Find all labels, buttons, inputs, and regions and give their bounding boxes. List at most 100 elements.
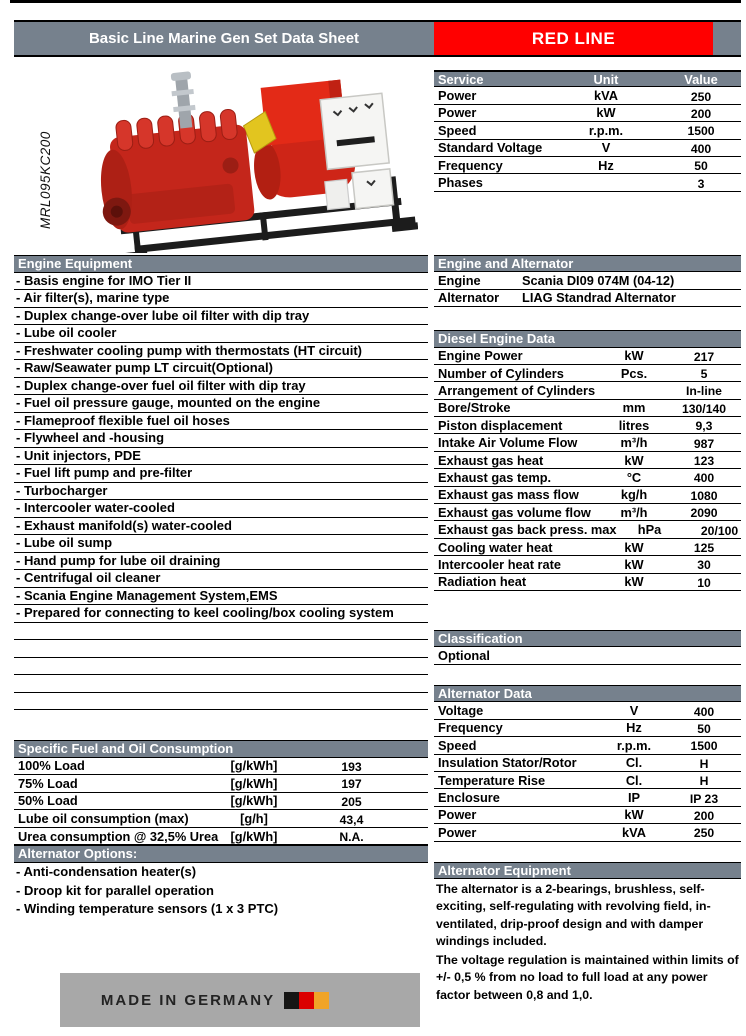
equipment-item: - Exhaust manifold(s) water-cooled <box>14 517 428 535</box>
equipment-item-text: - Lube oil sump <box>16 535 113 550</box>
equipment-item-text: - Intercooler water-cooled <box>16 500 175 515</box>
equipment-empty-row <box>14 675 428 693</box>
cell-unit: kVA <box>622 824 646 840</box>
cell-value: 987 <box>693 436 715 451</box>
cell-unit: [g/h] <box>240 811 268 827</box>
cell-label: Exhaust gas heat <box>438 452 544 468</box>
brand-badge: RED LINE <box>434 22 713 55</box>
cell-value: 50 <box>697 721 711 736</box>
alternator-data-row: Power kVA 250 <box>434 824 741 842</box>
cell-label: Radiation heat <box>438 574 527 590</box>
cell-value: 1500 <box>690 739 718 754</box>
cell-value: H <box>699 774 709 789</box>
equipment-item-text: - Exhaust manifold(s) water-cooled <box>16 517 232 533</box>
control-panel <box>319 92 395 211</box>
cell-label: Intercooler heat rate <box>438 556 562 572</box>
section-diesel-engine-data: Diesel Engine Data Engine Power kW 217 N… <box>434 330 741 591</box>
cell-label: Power <box>438 105 477 121</box>
alternator-data-row: Frequency Hz 50 <box>434 720 741 738</box>
cell-value: 3 <box>697 176 705 191</box>
service-row: Power kVA 250 <box>434 87 741 105</box>
equipment-item: - Centrifugal oil cleaner <box>14 570 428 588</box>
equipment-item-text: - Raw/Seawater pump LT circuit(Optional) <box>16 360 273 375</box>
equipment-item-text: - Air filter(s), marine type <box>16 290 170 305</box>
equipment-item-text: - Duplex change-over lube oil filter wit… <box>16 307 310 323</box>
cell-value: 1500 <box>687 124 715 139</box>
cell-value: 193 <box>341 759 362 774</box>
cell-unit: V <box>601 140 611 156</box>
alternator-data-row: Enclosure IP IP 23 <box>434 789 741 807</box>
equipment-item: - Scania Engine Management System,EMS <box>14 588 428 605</box>
cell-label: Temperature Rise <box>438 772 546 788</box>
cell-label: Engine Power <box>438 348 523 364</box>
cell-unit: Hz <box>626 720 642 736</box>
cell-value: 9,3 <box>695 419 713 434</box>
cell-unit: kVA <box>594 88 618 104</box>
cell-label: Exhaust gas mass flow <box>438 487 579 503</box>
cell-value: Scania DI09 074M (04-12) <box>522 272 675 288</box>
section-alternator-options: Alternator Options: - Anti-condensation … <box>14 845 428 918</box>
cell-unit: kg/h <box>620 487 648 503</box>
cell-unit: kW <box>624 539 644 555</box>
cell-unit: Hz <box>598 157 614 173</box>
section-alternator-data: Alternator Data Voltage V 400 Frequency … <box>434 684 741 842</box>
cell-label: Alternator <box>438 290 500 306</box>
diesel-data-row: Cooling water heat kW 125 <box>434 539 741 557</box>
cell-label: Standard Voltage <box>438 140 543 156</box>
cell-unit: kW <box>624 556 644 572</box>
cell-label: Enclosure <box>438 790 500 806</box>
service-table: Power kVA 250 Power kW 200 Speed r.p.m. … <box>434 87 741 192</box>
section-title: Engine Equipment <box>14 255 428 273</box>
cell-value: 205 <box>341 794 362 809</box>
genset-illustration-image <box>100 71 418 253</box>
service-row: Standard Voltage V 400 <box>434 140 741 157</box>
cell-value: 200 <box>690 106 712 121</box>
cell-label: Engine <box>438 272 481 288</box>
diesel-data-row: Intake Air Volume Flow m³/h 987 <box>434 434 741 452</box>
cell-unit: m³/h <box>620 504 648 520</box>
diesel-data-table: Engine Power kW 217 Number of Cylinders … <box>434 348 741 591</box>
cell-unit: [g/kWh] <box>230 828 278 844</box>
cell-unit: kW <box>624 452 644 468</box>
equipment-item: - Air filter(s), marine type <box>14 290 428 308</box>
alternator-data-row: Speed r.p.m. 1500 <box>434 737 741 755</box>
equipment-item: - Lube oil cooler <box>14 325 428 343</box>
service-row: Speed r.p.m. 1500 <box>434 122 741 140</box>
equipment-item-text: - Freshwater cooling pump with thermosta… <box>16 342 362 358</box>
cell-label: Arrangement of Cylinders <box>438 382 596 398</box>
diesel-data-row: Exhaust gas temp. °C 400 <box>434 469 741 487</box>
diesel-data-row: Intercooler heat rate kW 30 <box>434 556 741 574</box>
cell-value: 43,4 <box>339 812 364 827</box>
equipment-item-text: - Fuel oil pressure gauge, mounted on th… <box>16 395 321 410</box>
cell-value: 400 <box>693 471 715 486</box>
section-title: Alternator Data <box>434 684 741 703</box>
cell-label: Urea consumption @ 32,5% Urea <box>18 828 219 844</box>
service-row: Frequency Hz 50 <box>434 157 741 175</box>
cell-value: 1080 <box>690 488 718 503</box>
section-classification: Classification Optional <box>434 629 741 665</box>
option-item-text: - Droop kit for parallel operation <box>16 882 214 898</box>
equipment-item: - Prepared for connecting to keel coolin… <box>14 605 428 623</box>
equipment-item-text: - Fuel lift pump and pre-filter <box>16 465 193 480</box>
section-engine-equipment: Engine Equipment - Basis engine for IMO … <box>14 255 428 710</box>
cell-label: Intake Air Volume Flow <box>438 435 578 451</box>
option-item-text: - Winding temperature sensors (1 x 3 PTC… <box>16 901 279 917</box>
base-frame-front <box>121 216 418 253</box>
cell-label: 50% Load <box>18 793 78 809</box>
cell-unit: kW <box>624 807 644 823</box>
cell-value: LIAG Standrad Alternator <box>522 290 676 306</box>
cell-value: 400 <box>693 704 715 719</box>
option-item: - Anti-condensation heater(s) <box>14 863 428 882</box>
fuel-row: Urea consumption @ 32,5% Urea [g/kWh] N.… <box>14 828 428 846</box>
equipment-item: - Fuel oil pressure gauge, mounted on th… <box>14 395 428 413</box>
cell-value: 130/140 <box>681 401 727 416</box>
equipment-item: - Fuel lift pump and pre-filter <box>14 465 428 483</box>
equipment-item: - Duplex change-over lube oil filter wit… <box>14 307 428 325</box>
cell-unit: hPa <box>637 522 662 538</box>
equipment-item-text: - Duplex change-over fuel oil filter wit… <box>16 377 306 393</box>
right-column: Service Unit Value Power kVA 250 Power k… <box>434 70 741 1004</box>
cell-unit: °C <box>626 469 642 485</box>
cell-label: 75% Load <box>18 775 78 791</box>
equipment-list: - Basis engine for IMO Tier II - Air fil… <box>14 273 428 623</box>
